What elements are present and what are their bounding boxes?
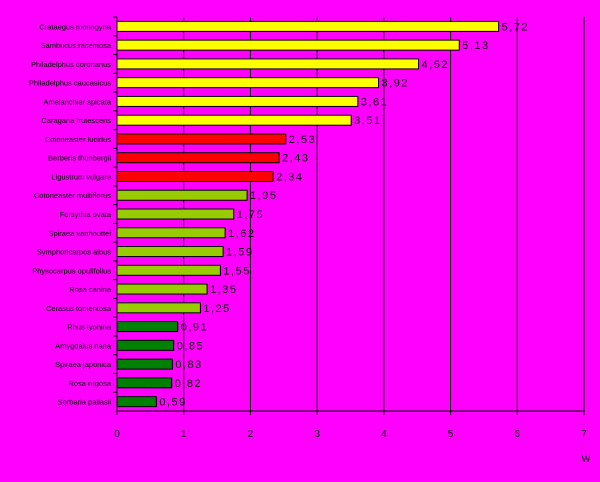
bar xyxy=(116,339,175,351)
x-tick-label: 4 xyxy=(381,429,387,440)
value-label: 0,91 xyxy=(181,322,208,334)
x-tick-label: 2 xyxy=(248,429,254,440)
bar xyxy=(116,246,224,258)
category-label: Berberis thunbergii xyxy=(48,154,111,163)
value-label: 1,35 xyxy=(210,284,237,296)
category-label: Spiraea vanhouttei xyxy=(48,229,111,238)
bar xyxy=(116,133,287,145)
bar xyxy=(116,114,352,126)
x-tick-label: 7 xyxy=(581,429,587,440)
x-tick-label: 3 xyxy=(314,429,320,440)
category-label: Cotoneaster multiflorus xyxy=(34,191,111,200)
bar xyxy=(116,377,173,389)
category-label: Caragana frutescens xyxy=(41,116,111,125)
value-label: 5,72 xyxy=(502,21,529,33)
bar xyxy=(116,396,157,408)
category-label: Symphoricarpos albus xyxy=(37,248,111,257)
value-label: 2,34 xyxy=(276,171,303,183)
category-label: Forsythia ovata xyxy=(60,210,112,219)
value-label: 1,75 xyxy=(237,209,264,221)
x-axis-label: W xyxy=(582,454,591,464)
value-label: 1,25 xyxy=(203,303,230,315)
value-label: 2,43 xyxy=(282,153,309,165)
x-tick-labels: 0 1 2 3 4 5 6 7 xyxy=(114,429,587,440)
category-label: Rosa rugosa xyxy=(68,379,111,388)
value-label: 0,85 xyxy=(177,340,204,352)
x-tick-label: 0 xyxy=(114,429,120,440)
bar xyxy=(116,302,201,314)
x-tick-label: 1 xyxy=(181,429,187,440)
bar xyxy=(116,227,226,239)
bar xyxy=(116,95,359,107)
category-label: Ligustrum vulgare xyxy=(51,172,111,181)
value-label: 1,95 xyxy=(250,190,277,202)
value-label: 2,53 xyxy=(289,134,316,146)
bar xyxy=(116,152,280,164)
bar xyxy=(116,283,208,295)
bar xyxy=(116,321,179,333)
value-label: 1,59 xyxy=(226,247,253,259)
bar xyxy=(116,20,500,32)
category-label: Philadelphus coronarius xyxy=(31,60,111,69)
category-label: Rhus typhina xyxy=(67,323,112,332)
value-label: 3,51 xyxy=(354,115,381,127)
category-label: Spiraea japonica xyxy=(55,360,112,369)
value-label: 3,61 xyxy=(361,96,388,108)
category-label: Sambucus racemosa xyxy=(41,41,112,50)
category-label: Philadelphus caucasicus xyxy=(29,79,111,88)
value-label: 0,82 xyxy=(175,378,202,390)
bar xyxy=(116,189,248,201)
category-label: Amelanchier spicata xyxy=(43,97,111,106)
category-label: Crataegus monogyna xyxy=(39,22,112,31)
bar xyxy=(116,58,420,70)
category-label: Amygdalus nana xyxy=(55,341,112,350)
x-tick-label: 6 xyxy=(515,429,521,440)
category-labels: Crataegus monogyna Sambucus racemosa Phila… xyxy=(29,22,112,406)
value-label: 4,52 xyxy=(422,59,449,71)
value-label: 5,13 xyxy=(462,40,489,52)
category-label: Rosa canina xyxy=(69,285,112,294)
bar xyxy=(116,264,221,276)
value-label: 3,92 xyxy=(382,78,409,90)
axes xyxy=(113,16,585,415)
value-labels: 5,72 5,13 4,52 3,92 3,61 3,51 2,53 2,43 2,34 1,95… xyxy=(159,21,529,409)
category-label: Cerasus tomentosa xyxy=(46,304,112,313)
category-label: Physocarpus opulifolius xyxy=(32,266,111,275)
category-label: Sorbaria pallasii xyxy=(58,398,112,407)
bar xyxy=(116,208,235,220)
value-label: 0,59 xyxy=(159,397,186,409)
bar xyxy=(116,39,460,51)
category-label: Cotoneaster lucidus xyxy=(45,135,112,144)
bar xyxy=(116,77,380,89)
bar xyxy=(116,358,173,370)
value-label: 0,83 xyxy=(175,359,202,371)
bar xyxy=(116,170,274,182)
x-tick-label: 5 xyxy=(448,429,454,440)
value-label: 1,55 xyxy=(223,265,250,277)
value-label: 1,62 xyxy=(228,228,255,240)
